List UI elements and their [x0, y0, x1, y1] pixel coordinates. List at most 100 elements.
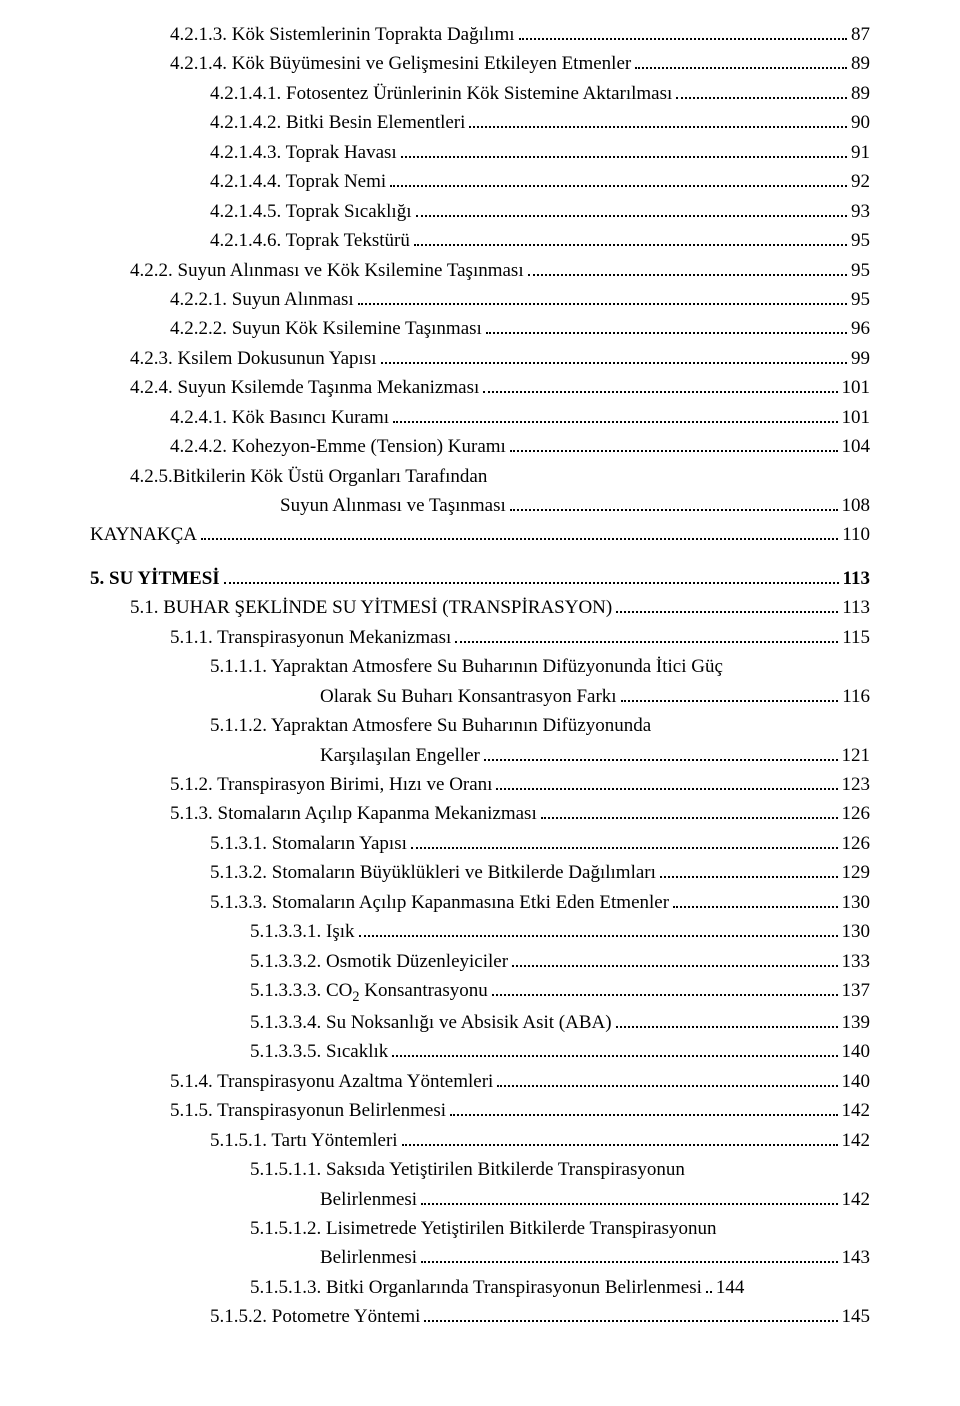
toc-page-number: 93 — [851, 197, 870, 226]
toc-leader — [424, 1303, 837, 1322]
toc-label: Belirlenmesi — [320, 1243, 417, 1272]
toc-leader — [390, 168, 847, 187]
toc-entry: 5.1.3.3.2. Osmotik Düzenleyiciler133 — [90, 947, 870, 976]
toc-label: 5.1.3.3.4. Su Noksanlığı ve Absisik Asit… — [250, 1008, 612, 1037]
toc-leader — [402, 1127, 838, 1146]
toc-entry-continuation: Belirlenmesi143 — [90, 1243, 870, 1272]
toc-entry: 5.1. BUHAR ŞEKLİNDE SU YİTMESİ (TRANSPİR… — [90, 593, 870, 622]
toc-entry: 5.1.3.3.3. CO2 Konsantrasyonu137 — [90, 976, 870, 1008]
toc-page-number: 126 — [842, 799, 871, 828]
toc-page-number: 113 — [843, 564, 870, 593]
toc-entry: 5.1.3.3.1. Işık 130 — [90, 917, 870, 946]
toc-page-number: 142 — [842, 1096, 871, 1125]
toc-leader — [392, 1038, 837, 1057]
toc-entry: 5.1.5.1. Tartı Yöntemleri142 — [90, 1126, 870, 1155]
toc-entry: 5.1.1. Transpirasyonun Mekanizması115 — [90, 623, 870, 652]
toc-leader — [673, 889, 837, 908]
toc-entry: 4.2.1.4.5. Toprak Sıcaklığı 93 — [90, 197, 870, 226]
toc-page-number: 142 — [842, 1185, 871, 1214]
toc-label: 4.2.4.1. Kök Basıncı Kuramı — [170, 403, 389, 432]
toc-page-number: 92 — [851, 167, 870, 196]
toc-label: 5.1.5.1. Tartı Yöntemleri — [210, 1126, 398, 1155]
toc-entry-continuation: Karşılaşılan Engeller121 — [90, 741, 870, 770]
toc-page-number: 139 — [842, 1008, 871, 1037]
blank-spacer — [90, 550, 870, 564]
toc-label: 5.1.3.3. Stomaların Açılıp Kapanmasına E… — [210, 888, 669, 917]
toc-label: 4.2.1.4.3. Toprak Havası — [210, 138, 397, 167]
toc-label: 4.2.2. Suyun Alınması ve Kök Ksilemine T… — [130, 256, 524, 285]
toc-entry: 4.2.2.2. Suyun Kök Ksilemine Taşınması 96 — [90, 314, 870, 343]
toc-label: 5.1. BUHAR ŞEKLİNDE SU YİTMESİ (TRANSPİR… — [130, 593, 612, 622]
toc-leader — [621, 683, 839, 702]
toc-entry: 4.2.1.4.1. Fotosentez Ürünlerinin Kök Si… — [90, 79, 870, 108]
toc-entry: 5.1.3.1. Stomaların Yapısı 126 — [90, 829, 870, 858]
toc-leader — [496, 771, 837, 790]
toc-label: 4.2.4. Suyun Ksilemde Taşınma Mekanizmas… — [130, 373, 479, 402]
toc-page-number: 95 — [851, 226, 870, 255]
toc-entry: 4.2.3. Ksilem Dokusunun Yapısı 99 — [90, 344, 870, 373]
toc-entry: 5.1.4. Transpirasyonu Azaltma Yöntemleri… — [90, 1067, 870, 1096]
toc-label: 5.1.3.3.1. Işık — [250, 917, 355, 946]
toc-label: 4.2.2.2. Suyun Kök Ksilemine Taşınması — [170, 314, 482, 343]
toc-entry: 5.1.1.1. Yapraktan Atmosfere Su Buharını… — [90, 652, 870, 681]
toc-entry: 5.1.5. Transpirasyonun Belirlenmesi142 — [90, 1096, 870, 1125]
toc-label: 4.2.1.4.5. Toprak Sıcaklığı — [210, 197, 412, 226]
toc-page-number: 126 — [842, 829, 871, 858]
toc-label: 4.2.3. Ksilem Dokusunun Yapısı — [130, 344, 377, 373]
toc-entry: KAYNAKÇA110 — [90, 520, 870, 549]
toc-entry: 5.1.5.1.1. Saksıda Yetiştirilen Bitkiler… — [90, 1155, 870, 1184]
toc-entry: 4.2.4. Suyun Ksilemde Taşınma Mekanizmas… — [90, 373, 870, 402]
toc-leader — [528, 256, 847, 275]
toc-label: 4.2.1.4.2. Bitki Besin Elementleri — [210, 108, 465, 137]
toc-page-number: 110 — [842, 520, 870, 549]
toc-leader — [358, 286, 847, 305]
toc-page-number: 140 — [842, 1067, 871, 1096]
toc-leader — [484, 741, 838, 760]
toc-entry: 5.1.3.3. Stomaların Açılıp Kapanmasına E… — [90, 888, 870, 917]
toc-page-number: 95 — [851, 285, 870, 314]
toc-page-number: 123 — [842, 770, 871, 799]
toc-leader — [411, 830, 838, 849]
toc-entry: 4.2.5.Bitkilerin Kök Üstü Organları Tara… — [90, 462, 870, 491]
toc-page-number: 130 — [842, 917, 871, 946]
toc-entry: 5.1.2. Transpirasyon Birimi, Hızı ve Ora… — [90, 770, 870, 799]
toc-leader — [483, 374, 837, 393]
toc-page-number: 144 — [716, 1273, 745, 1302]
toc-entry: 4.2.1.4.4. Toprak Nemi92 — [90, 167, 870, 196]
toc-leader — [469, 109, 847, 128]
toc-label: 5.1.3.3.2. Osmotik Düzenleyiciler — [250, 947, 508, 976]
toc-leader — [660, 859, 838, 878]
toc-page-number: 99 — [851, 344, 870, 373]
toc-label: 5.1.3. Stomaların Açılıp Kapanma Mekaniz… — [170, 799, 537, 828]
toc-entry: 4.2.2. Suyun Alınması ve Kök Ksilemine T… — [90, 256, 870, 285]
toc-leader — [455, 624, 838, 643]
toc-leader — [224, 565, 839, 584]
toc-label: 4.2.1.4. Kök Büyümesini ve Gelişmesini E… — [170, 49, 631, 78]
toc-page-number: 89 — [851, 79, 870, 108]
toc-label: 5.1.1. Transpirasyonun Mekanizması — [170, 623, 451, 652]
toc-page-number: 96 — [851, 314, 870, 343]
toc-entry: 4.2.1.4.2. Bitki Besin Elementleri90 — [90, 108, 870, 137]
toc-leader — [616, 594, 838, 613]
toc-page-number: 108 — [842, 491, 871, 520]
toc-label: 4.2.2.1. Suyun Alınması — [170, 285, 354, 314]
toc-entry: 5.1.3.3.5. Sıcaklık140 — [90, 1037, 870, 1066]
toc-label: Olarak Su Buharı Konsantrasyon Farkı — [320, 682, 617, 711]
toc-entry: 5.1.5.1.3. Bitki Organlarında Transpiras… — [90, 1273, 870, 1302]
toc-page-number: 121 — [842, 741, 871, 770]
toc-leader — [414, 227, 847, 246]
toc-leader — [393, 404, 837, 423]
toc-label: 5.1.4. Transpirasyonu Azaltma Yöntemleri — [170, 1067, 493, 1096]
toc-label: Suyun Alınması ve Taşınması — [280, 491, 506, 520]
toc-entry-continuation: Belirlenmesi142 — [90, 1185, 870, 1214]
toc-entry: 4.2.4.1. Kök Basıncı Kuramı101 — [90, 403, 870, 432]
toc-page-number: 116 — [842, 682, 870, 711]
toc-leader — [450, 1097, 837, 1116]
toc-entry: 4.2.1.4.6. Toprak Tekstürü95 — [90, 226, 870, 255]
toc-entry: 5.1.1.2. Yapraktan Atmosfere Su Buharını… — [90, 711, 870, 740]
toc-page-number: 104 — [842, 432, 871, 461]
toc-entry-continuation: Suyun Alınması ve Taşınması 108 — [90, 491, 870, 520]
toc-entry: 5.1.5.1.2. Lisimetrede Yetiştirilen Bitk… — [90, 1214, 870, 1243]
toc-label: 5.1.3.1. Stomaların Yapısı — [210, 829, 407, 858]
toc-leader — [616, 1009, 838, 1028]
